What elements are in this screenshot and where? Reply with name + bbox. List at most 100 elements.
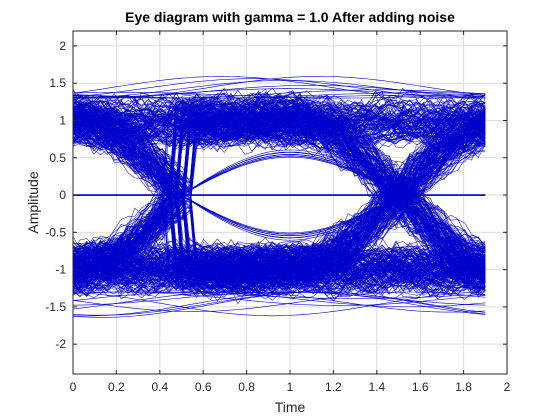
y-axis-label: Amplitude	[25, 171, 41, 233]
envelope-trace	[72, 80, 486, 99]
eye-trace	[72, 102, 486, 264]
y-tick-label: 0.5	[49, 151, 66, 165]
eye-trace	[72, 129, 486, 280]
envelope-trace	[72, 291, 486, 317]
eye-trace	[72, 107, 486, 280]
eye-trace	[72, 93, 486, 288]
eye-trace	[72, 107, 486, 282]
y-tick-label: 0	[59, 188, 66, 202]
envelope-trace	[73, 88, 486, 99]
envelope-trace	[72, 291, 486, 318]
envelope-trace	[72, 291, 486, 317]
x-tick-label: 0.2	[108, 380, 125, 394]
eye-trace	[72, 264, 486, 297]
eye-trace	[72, 114, 486, 269]
ticks: 0 0.2 0.4 0.6 0.8 1 1.2 1.4 1.6 1.8 2 -2 -1.5 -1 -0.5 0…	[45, 31, 511, 394]
eye-trace	[72, 111, 486, 302]
inner-eye-trace	[181, 155, 399, 196]
eye-trace	[72, 110, 486, 272]
inner-eye-trace	[181, 194, 399, 235]
envelope-trace	[72, 78, 486, 99]
eye-trace	[72, 259, 486, 294]
x-tick-label: 0.8	[238, 380, 255, 394]
envelope-trace	[72, 92, 486, 99]
eye-trace	[72, 111, 486, 245]
x-tick-label: 0	[70, 380, 77, 394]
inner-eye-trace	[181, 194, 399, 239]
eye-trace	[72, 97, 486, 284]
eye-trace	[72, 136, 486, 291]
x-tick-label: 2	[504, 380, 511, 394]
eye-trace	[72, 138, 486, 282]
eye-trace	[72, 113, 486, 145]
x-tick-label: 1.8	[455, 380, 472, 394]
x-tick-label: 1	[287, 380, 294, 394]
eye-trace	[72, 98, 486, 287]
x-tick-label: 0.6	[195, 380, 212, 394]
envelope-trace	[72, 76, 486, 99]
eye-trace	[72, 108, 486, 263]
x-tick-label: 1.2	[325, 380, 342, 394]
eye-trace	[72, 101, 486, 299]
eye-trace	[72, 114, 486, 275]
eye-trace	[72, 131, 486, 294]
eye-trace	[72, 98, 486, 269]
eye-trace	[72, 255, 486, 296]
envelope-trace	[72, 291, 486, 312]
inner-eye-trace	[181, 151, 399, 196]
eye-trace	[72, 244, 486, 285]
eye-trace	[72, 244, 486, 276]
eye-trace	[72, 102, 486, 277]
y-tick-label: 2	[59, 39, 66, 53]
eye-trace	[72, 113, 486, 282]
eye-trace	[72, 91, 486, 289]
eye-trace	[72, 116, 486, 252]
inner-eye-trace	[181, 194, 399, 234]
inner-eye-trace	[181, 194, 399, 241]
eye-trace	[72, 99, 486, 293]
y-tick-label: -1.5	[45, 300, 66, 314]
y-tick-label: -1	[55, 263, 66, 277]
envelope-trace	[72, 291, 486, 306]
x-tick-label: 0.4	[151, 380, 168, 394]
eye-trace	[72, 116, 486, 280]
eye-trace	[72, 108, 486, 258]
eye-trace	[72, 115, 486, 284]
eye-trace	[72, 107, 486, 144]
inner-eye-trace	[181, 153, 399, 196]
eye-trace	[72, 107, 486, 292]
chart-title: Eye diagram with gamma = 1.0 After addin…	[125, 9, 455, 25]
eye-trace	[72, 143, 486, 276]
inner-eye-trace	[181, 194, 399, 237]
eye-trace	[72, 110, 486, 271]
eye-trace	[72, 113, 486, 283]
x-tick-label: 1.4	[368, 380, 385, 394]
eye-trace	[72, 125, 486, 293]
eye-trace	[72, 98, 486, 265]
x-axis-label: Time	[275, 399, 306, 415]
eye-trace	[72, 96, 486, 302]
y-tick-label: -0.5	[45, 225, 66, 239]
eye-trace	[72, 237, 486, 278]
eye-traces	[72, 76, 486, 318]
eye-trace	[72, 94, 486, 132]
eye-trace	[72, 113, 486, 289]
x-tick-label: 1.6	[412, 380, 429, 394]
envelope-trace	[72, 76, 486, 99]
eye-trace	[72, 131, 486, 281]
y-tick-label: 1	[59, 113, 66, 127]
eye-trace	[72, 249, 486, 292]
eye-trace	[72, 111, 486, 270]
y-tick-label: -2	[55, 337, 66, 351]
grid	[72, 31, 508, 374]
envelope-trace	[72, 291, 486, 299]
envelope-trace	[72, 89, 486, 99]
inner-eye-trace	[181, 156, 399, 196]
eye-trace	[72, 257, 486, 289]
eye-trace	[72, 98, 486, 131]
eye-trace	[72, 259, 486, 300]
eye-trace	[72, 125, 486, 285]
eye-trace	[72, 105, 486, 272]
